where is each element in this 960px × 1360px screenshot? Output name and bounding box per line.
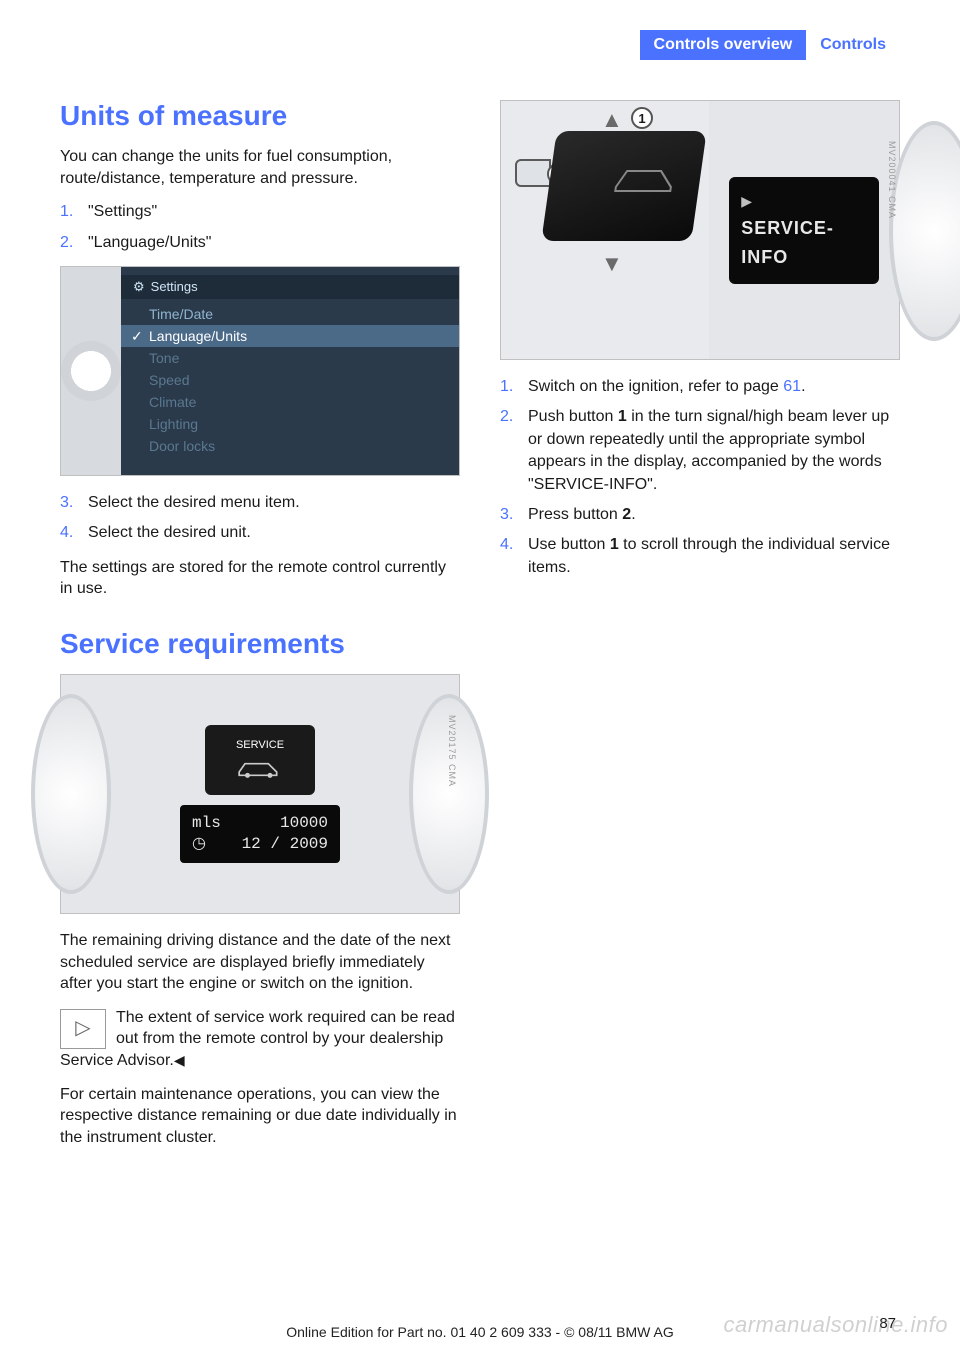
figure-idrive-settings-menu: ⚙ Settings Time/Date Language/Units Tone… (60, 266, 460, 476)
service-paragraph-2: For certain maintenance operations, you … (60, 1084, 460, 1149)
left-column: Units of measure You can change the unit… (60, 100, 460, 1160)
step-text: "Settings" (88, 201, 460, 223)
watermark: carmanualsonline.info (723, 1312, 948, 1338)
right-column: 2 ▲ 1 ▼ ▶ SERVICE- INFO (500, 100, 900, 1160)
figure-code: MV200041 CMA (887, 141, 897, 219)
step-number: 1. (60, 201, 78, 223)
tab-chapter: Controls (806, 30, 900, 60)
settings-menu-panel: ⚙ Settings Time/Date Language/Units Tone… (121, 267, 459, 475)
units-intro-text: You can change the units for fuel consum… (60, 146, 460, 189)
menu-item-selected: Language/Units (121, 325, 459, 347)
units-steps-after-figure: 3. Select the desired menu item. 4. Select… (60, 492, 460, 545)
step-text: Push button 1 in the turn signal/high be… (528, 406, 900, 496)
menu-item: Lighting (121, 413, 459, 435)
units-steps-before-figure: 1. "Settings" 2. "Language/Units" (60, 201, 460, 254)
date-value: 12 / 2009 (242, 834, 328, 855)
service-badge-label: SERVICE (236, 739, 284, 751)
figure-instrument-cluster-service: SERVICE mls 10000 ◷ 12 / 2009 (60, 674, 460, 914)
header-breadcrumb: Controls overview Controls (60, 30, 900, 60)
units-outro-text: The settings are stored for the remote c… (60, 557, 460, 600)
menu-item: Climate (121, 391, 459, 413)
miles-label: mls (192, 813, 221, 834)
miles-value: 10000 (280, 813, 328, 834)
heading-units-of-measure: Units of measure (60, 100, 460, 132)
note-end-icon: ◀ (174, 1052, 185, 1068)
service-readout: mls 10000 ◷ 12 / 2009 (180, 805, 340, 863)
service-info-label-1: SERVICE- (741, 218, 834, 239)
play-icon: ▶ (741, 193, 752, 210)
car-outline-icon (610, 159, 686, 200)
service-note-text: The extent of service work required can … (60, 1009, 455, 1069)
menu-item: Speed (121, 369, 459, 391)
heading-service-requirements: Service requirements (60, 628, 460, 660)
service-paragraph-1: The remaining driving distance and the d… (60, 930, 460, 995)
figure-code: MV20175 CMA (447, 715, 457, 787)
turn-signal-lever (542, 131, 707, 241)
menu-item: Door locks (121, 435, 459, 457)
step-text: Use button 1 to scroll through the indiv… (528, 534, 900, 579)
step-text: Switch on the ignition, refer to page 61… (528, 376, 900, 398)
gear-icon: ⚙ (133, 279, 145, 295)
menu-title-text: Settings (151, 279, 198, 294)
step-number: 1. (500, 376, 518, 398)
callout-1: 1 (631, 107, 653, 129)
arrow-up-icon: ▲ (601, 107, 623, 133)
step-number: 2. (60, 232, 78, 254)
gauge-left-edge (31, 694, 111, 894)
step-number: 4. (500, 534, 518, 579)
step-text: Select the desired unit. (88, 522, 460, 544)
menu-title: ⚙ Settings (121, 275, 459, 299)
step-text: "Language/Units" (88, 232, 460, 254)
info-zone: ▶ SERVICE- INFO (709, 101, 899, 359)
service-info-badge: ▶ SERVICE- INFO (729, 177, 879, 284)
clock-icon: ◷ (192, 834, 206, 855)
right-steps-list: 1. Switch on the ignition, refer to page… (500, 376, 900, 579)
service-info-label-2: INFO (741, 247, 788, 268)
idrive-controller-edge (61, 267, 121, 475)
arrow-down-icon: ▼ (601, 251, 623, 277)
service-note-paragraph: ▷ The extent of service work required ca… (60, 1007, 460, 1072)
menu-item: Tone (121, 347, 459, 369)
headlamp-icon (515, 159, 551, 187)
menu-item: Time/Date (121, 303, 459, 325)
lever-zone: 2 ▲ 1 ▼ (501, 101, 709, 359)
step-number: 3. (60, 492, 78, 514)
gauge-right-edge (889, 121, 960, 341)
note-icon: ▷ (60, 1009, 106, 1049)
service-badge: SERVICE (205, 725, 315, 795)
step-number: 4. (60, 522, 78, 544)
cluster-center: SERVICE mls 10000 ◷ 12 / 2009 (151, 725, 369, 863)
step-text: Press button 2. (528, 504, 900, 526)
figure-turn-signal-lever-service-info: 2 ▲ 1 ▼ ▶ SERVICE- INFO (500, 100, 900, 360)
car-icon (235, 755, 285, 782)
step-text: Select the desired menu item. (88, 492, 460, 514)
step-number: 3. (500, 504, 518, 526)
page-link[interactable]: 61 (783, 378, 801, 395)
tab-section: Controls overview (640, 30, 807, 60)
step-number: 2. (500, 406, 518, 496)
